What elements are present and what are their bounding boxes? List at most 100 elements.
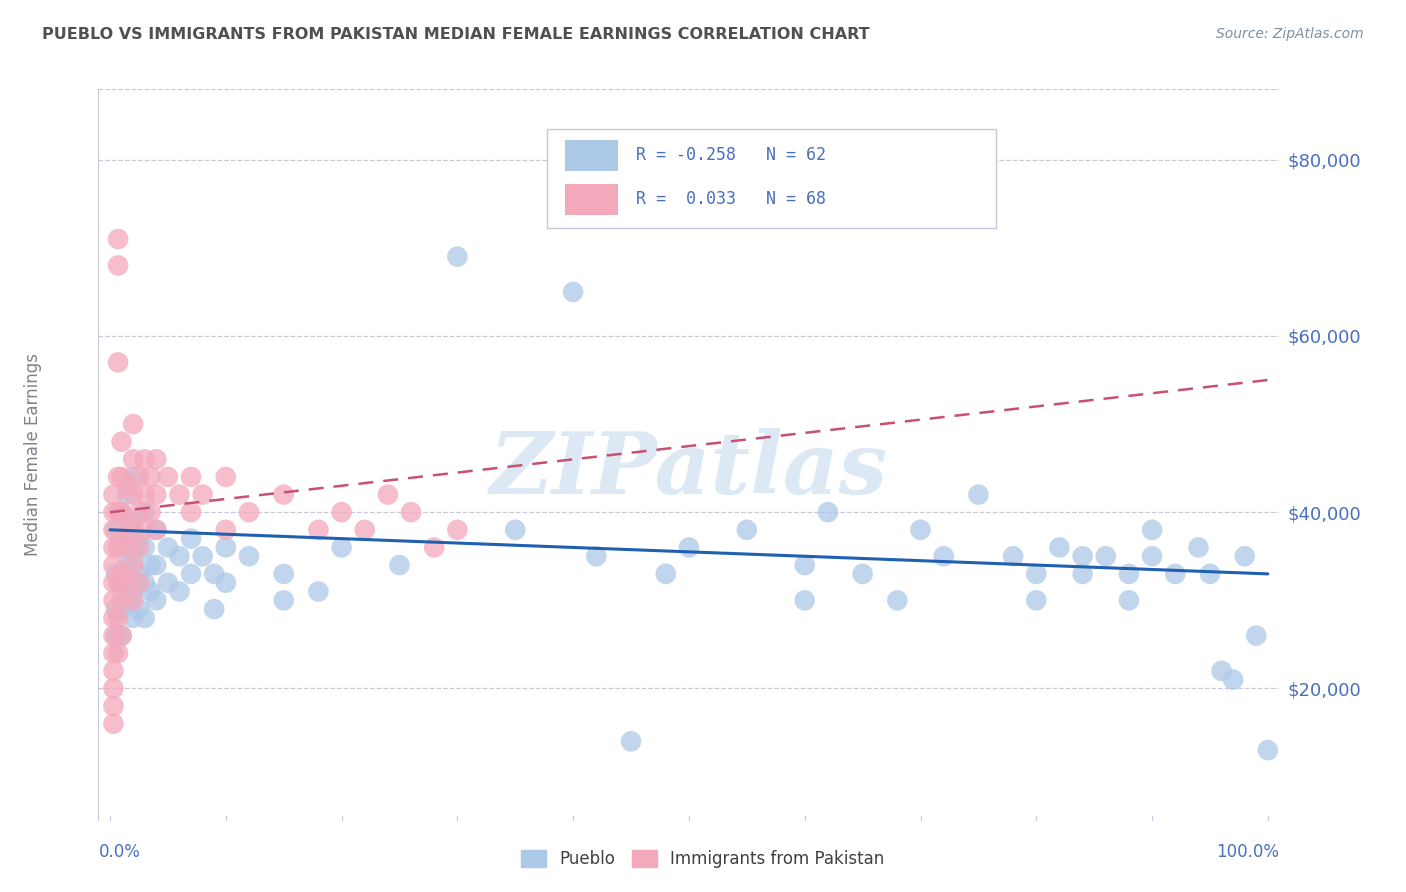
Point — [932, 549, 955, 564]
Point — [620, 734, 643, 748]
Point — [104, 566, 127, 581]
Point — [215, 470, 238, 484]
Point — [585, 549, 607, 564]
Point — [1118, 593, 1140, 607]
Point — [122, 523, 145, 537]
Point — [107, 232, 129, 246]
Point — [128, 602, 150, 616]
Point — [169, 549, 191, 564]
Point — [139, 505, 162, 519]
Point — [1025, 566, 1047, 581]
Point — [122, 584, 145, 599]
Point — [1140, 523, 1163, 537]
Point — [145, 558, 167, 572]
Bar — [565, 185, 619, 215]
Point — [134, 505, 156, 519]
Point — [180, 470, 202, 484]
Point — [103, 611, 125, 625]
Text: 0.0%: 0.0% — [98, 843, 141, 861]
Point — [103, 523, 125, 537]
Point — [180, 532, 202, 546]
Point — [446, 523, 468, 537]
Point — [103, 541, 125, 555]
Point — [122, 558, 145, 572]
Point — [145, 593, 167, 607]
Text: R =  0.033   N = 68: R = 0.033 N = 68 — [636, 190, 825, 208]
Point — [110, 532, 132, 546]
Point — [145, 523, 167, 537]
Point — [103, 487, 125, 501]
Point — [103, 681, 125, 696]
Point — [103, 505, 125, 519]
Point — [562, 285, 585, 299]
Point — [117, 514, 139, 528]
Point — [107, 259, 129, 273]
Point — [117, 575, 139, 590]
Point — [122, 514, 145, 528]
Point — [1094, 549, 1116, 564]
Point — [503, 523, 526, 537]
FancyBboxPatch shape — [547, 129, 995, 228]
Point — [104, 523, 127, 537]
Point — [1049, 541, 1071, 555]
Point — [1211, 664, 1233, 678]
Point — [145, 523, 167, 537]
Point — [117, 532, 139, 546]
Point — [215, 523, 238, 537]
Point — [107, 611, 129, 625]
Point — [103, 699, 125, 714]
Point — [110, 602, 132, 616]
Point — [202, 566, 225, 581]
Point — [399, 505, 422, 519]
Point — [103, 664, 125, 678]
Point — [122, 417, 145, 431]
Point — [103, 575, 125, 590]
Point — [215, 541, 238, 555]
Point — [446, 250, 468, 264]
Point — [139, 470, 162, 484]
Point — [107, 505, 129, 519]
Point — [735, 523, 758, 537]
Text: Source: ZipAtlas.com: Source: ZipAtlas.com — [1216, 27, 1364, 41]
Point — [139, 558, 162, 572]
Point — [377, 487, 399, 501]
Point — [145, 452, 167, 467]
Point — [134, 611, 156, 625]
Point — [156, 575, 179, 590]
Point — [122, 549, 145, 564]
Point — [1257, 743, 1279, 757]
Point — [655, 566, 678, 581]
Point — [122, 452, 145, 467]
Point — [145, 487, 167, 501]
Point — [678, 541, 700, 555]
Point — [1025, 593, 1047, 607]
Point — [238, 505, 260, 519]
Point — [103, 716, 125, 731]
Point — [238, 549, 260, 564]
Point — [1233, 549, 1256, 564]
Point — [307, 523, 329, 537]
Point — [117, 487, 139, 501]
Text: Median Female Earnings: Median Female Earnings — [24, 353, 42, 557]
Point — [202, 602, 225, 616]
Point — [110, 629, 132, 643]
Point — [1140, 549, 1163, 564]
Point — [103, 629, 125, 643]
Point — [1222, 673, 1244, 687]
Point — [128, 470, 150, 484]
Point — [117, 558, 139, 572]
Point — [1187, 541, 1209, 555]
Point — [169, 487, 191, 501]
Point — [180, 566, 202, 581]
Bar — [565, 140, 619, 171]
Legend: Pueblo, Immigrants from Pakistan: Pueblo, Immigrants from Pakistan — [515, 843, 891, 875]
Point — [107, 646, 129, 660]
Point — [110, 434, 132, 449]
Point — [191, 487, 214, 501]
Point — [110, 505, 132, 519]
Point — [128, 575, 150, 590]
Point — [104, 629, 127, 643]
Point — [273, 566, 295, 581]
Point — [180, 505, 202, 519]
Point — [1164, 566, 1187, 581]
